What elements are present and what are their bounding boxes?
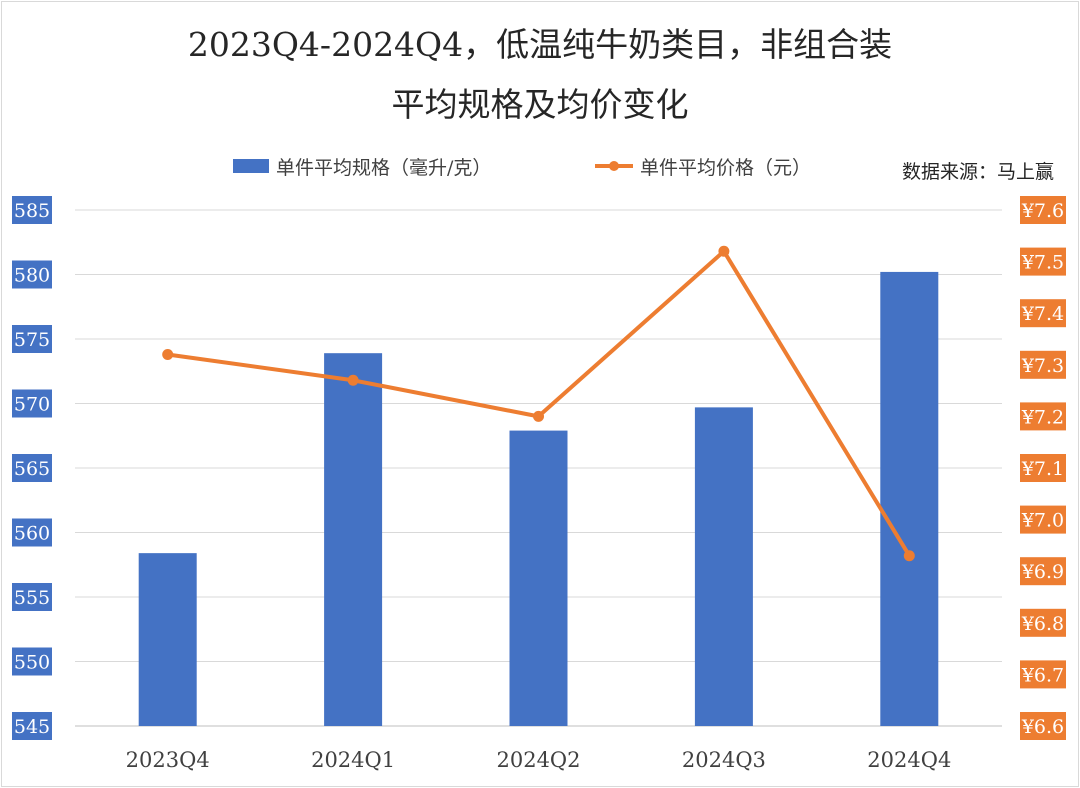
bar (509, 430, 568, 726)
y-left-tick-bg (12, 518, 52, 547)
y-left-tick-label: 550 (14, 652, 50, 674)
y-right-tick-label: ¥7.1 (1021, 458, 1064, 480)
legend-line-marker (609, 161, 619, 171)
x-tick-label: 2024Q2 (496, 748, 580, 772)
x-tick-label: 2024Q3 (682, 748, 766, 772)
y-right-tick-label: ¥6.7 (1021, 664, 1064, 686)
y-right-tick-label: ¥7.2 (1021, 406, 1064, 428)
y-right-tick-label: ¥7.3 (1021, 355, 1064, 377)
y-left-tick-bg (12, 196, 52, 224)
y-left-tick-bg (12, 583, 52, 611)
y-right-tick-label: ¥7.4 (1021, 303, 1064, 325)
line-series (162, 245, 915, 562)
y-left-tick-bg (12, 712, 52, 740)
legend-line-label: 单件平均价格（元） (640, 157, 811, 179)
price-point (162, 348, 174, 360)
y-right-tick-bg (1020, 712, 1066, 740)
bar (880, 271, 939, 726)
y-right-tick-label: ¥7.5 (1021, 252, 1064, 274)
y-right-tick-bg (1020, 196, 1066, 224)
y-left-tick-label: 580 (14, 265, 50, 287)
y-left-tick-label: 560 (14, 523, 50, 545)
legend: 单件平均规格（毫升/克） 单件平均价格（元） (233, 157, 811, 179)
y-right-tick-bg (1020, 608, 1066, 637)
y-left-tick-label: 565 (14, 458, 50, 480)
source-note: 数据来源：马上赢 (902, 161, 1054, 183)
y-left-tick-bg (12, 325, 52, 353)
y-right-tick-bg (1020, 247, 1066, 276)
y-right-tick-label: ¥7.0 (1021, 510, 1064, 532)
y-right-tick-bg (1020, 557, 1066, 586)
y-left-tick-label: 570 (14, 394, 50, 416)
legend-bar-label: 单件平均规格（毫升/克） (276, 157, 491, 179)
price-point (903, 550, 915, 562)
y-axis-left: 545 550 555 560 565 570 575 580 585 (12, 196, 52, 740)
price-point (347, 374, 359, 386)
x-tick-label: 2024Q1 (311, 748, 395, 772)
y-right-tick-bg (1020, 350, 1066, 379)
chart-title-line1: 2023Q4-2024Q4，低温纯牛奶类目，非组合装 (188, 25, 892, 64)
x-axis: 2023Q4 2024Q1 2024Q2 2024Q3 2024Q4 (126, 748, 952, 772)
x-tick-label: 2023Q4 (126, 748, 210, 772)
y-right-tick-label: ¥7.6 (1021, 200, 1064, 222)
y-left-tick-bg (12, 260, 52, 289)
y-left-tick-label: 575 (14, 329, 50, 351)
price-point (533, 410, 544, 422)
y-right-tick-bg (1020, 299, 1066, 328)
y-left-tick-label: 555 (14, 587, 50, 609)
y-right-tick-label: ¥6.6 (1021, 716, 1064, 738)
legend-bar-swatch (233, 159, 269, 173)
y-right-tick-label: ¥6.8 (1021, 613, 1064, 635)
y-left-tick-bg (12, 389, 52, 418)
y-left-tick-label: 585 (14, 200, 50, 222)
bar (324, 353, 383, 726)
bar (694, 407, 753, 726)
x-tick-label: 2024Q4 (867, 748, 951, 772)
y-right-tick-bg (1020, 505, 1066, 534)
y-axis-right: ¥6.6 ¥6.7 ¥6.8 ¥6.9 ¥7.0 ¥7.1 ¥7.2 ¥7.3 ¥7.4 ¥7.5… (1020, 196, 1066, 740)
price-point (718, 245, 730, 257)
y-right-tick-bg (1020, 454, 1066, 482)
chart-title-line2: 平均规格及均价变化 (392, 85, 689, 124)
y-right-tick-bg (1020, 402, 1066, 431)
bar-series (138, 271, 939, 726)
bar (138, 553, 197, 726)
y-left-tick-label: 545 (14, 716, 50, 738)
y-right-tick-bg (1020, 660, 1066, 689)
y-left-tick-bg (12, 454, 52, 482)
y-left-tick-bg (12, 647, 52, 676)
y-right-tick-label: ¥6.9 (1021, 561, 1064, 583)
